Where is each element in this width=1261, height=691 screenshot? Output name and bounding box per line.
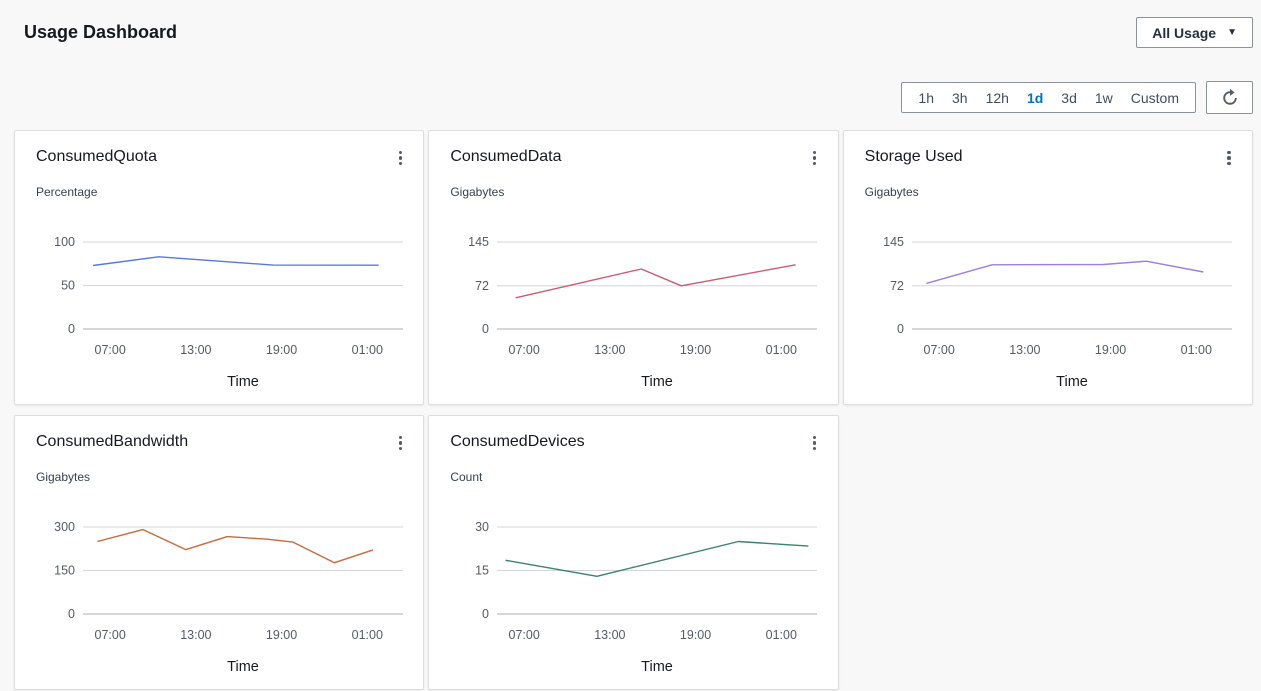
x-tick-label: 13:00	[595, 628, 626, 642]
time-range-12h[interactable]: 12h	[977, 90, 1018, 106]
chart-menu-button[interactable]	[1216, 143, 1242, 173]
x-tick-label: 07:00	[509, 628, 540, 642]
chart-title: Storage Used	[865, 148, 963, 166]
time-range-1h[interactable]: 1h	[909, 90, 943, 106]
data-line-storage-used	[926, 261, 1203, 283]
kebab-menu-icon	[399, 151, 402, 166]
chart-menu-button[interactable]	[387, 143, 413, 173]
time-range-1w[interactable]: 1w	[1086, 90, 1122, 106]
data-line-consumeddata	[516, 265, 796, 298]
x-tick-label: 07:00	[923, 343, 954, 357]
y-tick-label: 300	[54, 520, 75, 534]
y-tick-label: 72	[475, 279, 489, 293]
page-title: Usage Dashboard	[24, 22, 177, 43]
x-tick-label: 19:00	[1095, 343, 1126, 357]
x-tick-label: 19:00	[680, 343, 711, 357]
x-tick-label: 19:00	[680, 628, 711, 642]
x-tick-label: 01:00	[352, 343, 383, 357]
x-tick-label: 01:00	[352, 628, 383, 642]
chart-card-consumeddata: ConsumedData Gigabytes 14572007:0013:001…	[428, 130, 838, 405]
y-tick-label: 145	[468, 235, 489, 249]
chevron-down-icon: ▼	[1227, 27, 1237, 38]
x-tick-label: 01:00	[1180, 343, 1211, 357]
y-tick-label: 145	[883, 235, 904, 249]
kebab-menu-icon	[1227, 151, 1230, 166]
x-axis-title: Time	[641, 659, 673, 675]
chart-menu-button[interactable]	[802, 428, 828, 458]
x-axis-title: Time	[641, 374, 673, 390]
line-chart-consumeddevices: 30 15 0 07:00 13:00 19:00 01:00 Time	[429, 511, 837, 681]
y-tick-label: 150	[54, 564, 75, 578]
line-chart-consumedbandwidth: 300 150 0 07:00 13:00 19:00 01:00 Time	[15, 511, 423, 681]
data-line-consumedquota	[93, 257, 379, 266]
y-tick-label: 0	[482, 322, 489, 336]
x-tick-label: 13:00	[180, 343, 211, 357]
y-tick-label: 15	[475, 564, 489, 578]
line-chart-storage-used: 145 72 0 07:00 13:00 19:00 01:00 Time	[844, 226, 1252, 396]
x-tick-label: 13:00	[180, 628, 211, 642]
chart-card-consumedbandwidth: ConsumedBandwidth Gigabytes 300 150 0 07:00…	[14, 415, 424, 690]
data-line-consumedbandwidth	[97, 530, 373, 563]
y-tick-label: 72	[890, 279, 904, 293]
x-tick-label: 01:00	[766, 628, 797, 642]
cards-grid: ConsumedQuota Percentage 100 50 0 07:00 13:0…	[14, 130, 1253, 690]
chart-card-storage-used: Storage Used Gigabytes 14572007:0013:001…	[843, 130, 1253, 405]
y-tick-label: 100	[54, 235, 75, 249]
time-range-group: 1h3h12h1d3d1wCustom	[901, 82, 1196, 113]
y-tick-label: 0	[897, 322, 904, 336]
kebab-menu-icon	[813, 436, 816, 451]
line-chart-consumeddata: 145 72 0 07:00 13:00 19:00 01:00 Time	[429, 226, 837, 396]
y-tick-label: 0	[482, 607, 489, 621]
kebab-menu-icon	[399, 436, 402, 451]
y-tick-label: 30	[475, 520, 489, 534]
line-chart-consumedquota: 100 50 0 07:00 13:00 19:00 01:00 Time	[15, 226, 423, 396]
y-axis-unit-label: Gigabytes	[36, 470, 90, 484]
y-tick-label: 0	[68, 322, 75, 336]
chart-title: ConsumedBandwidth	[36, 433, 188, 451]
x-axis-title: Time	[227, 374, 259, 390]
y-tick-label: 0	[68, 607, 75, 621]
dashboard-selector-button[interactable]: All Usage ▼	[1136, 17, 1253, 48]
y-tick-label: 50	[61, 279, 75, 293]
x-tick-label: 19:00	[266, 628, 297, 642]
x-tick-label: 19:00	[266, 343, 297, 357]
kebab-menu-icon	[813, 151, 816, 166]
time-toolbar: 1h3h12h1d3d1wCustom	[901, 81, 1253, 114]
chart-card-consumeddevices: ConsumedDevices Count 30 15 0 07:00 13:00 19:…	[428, 415, 838, 690]
time-range-custom[interactable]: Custom	[1122, 90, 1188, 106]
y-axis-unit-label: Percentage	[36, 185, 97, 199]
time-range-3h[interactable]: 3h	[943, 90, 977, 106]
x-axis-title: Time	[227, 659, 259, 675]
x-tick-label: 01:00	[766, 343, 797, 357]
refresh-button[interactable]	[1206, 81, 1253, 114]
dashboard-selector-label: All Usage	[1152, 25, 1216, 41]
refresh-icon	[1220, 88, 1240, 108]
x-tick-label: 13:00	[1009, 343, 1040, 357]
time-range-1d[interactable]: 1d	[1018, 90, 1052, 106]
x-tick-label: 07:00	[95, 628, 126, 642]
x-tick-label: 13:00	[595, 343, 626, 357]
chart-title: ConsumedQuota	[36, 148, 157, 166]
chart-title: ConsumedDevices	[450, 433, 584, 451]
time-range-3d[interactable]: 3d	[1052, 90, 1086, 106]
y-axis-unit-label: Gigabytes	[450, 185, 504, 199]
x-tick-label: 07:00	[509, 343, 540, 357]
chart-menu-button[interactable]	[387, 428, 413, 458]
x-axis-title: Time	[1056, 374, 1088, 390]
data-line-consumeddevices	[506, 542, 809, 577]
x-tick-label: 07:00	[95, 343, 126, 357]
chart-card-consumedquota: ConsumedQuota Percentage 100 50 0 07:00 13:0…	[14, 130, 424, 405]
y-axis-unit-label: Gigabytes	[865, 185, 919, 199]
y-axis-unit-label: Count	[450, 470, 482, 484]
chart-title: ConsumedData	[450, 148, 561, 166]
chart-menu-button[interactable]	[802, 143, 828, 173]
